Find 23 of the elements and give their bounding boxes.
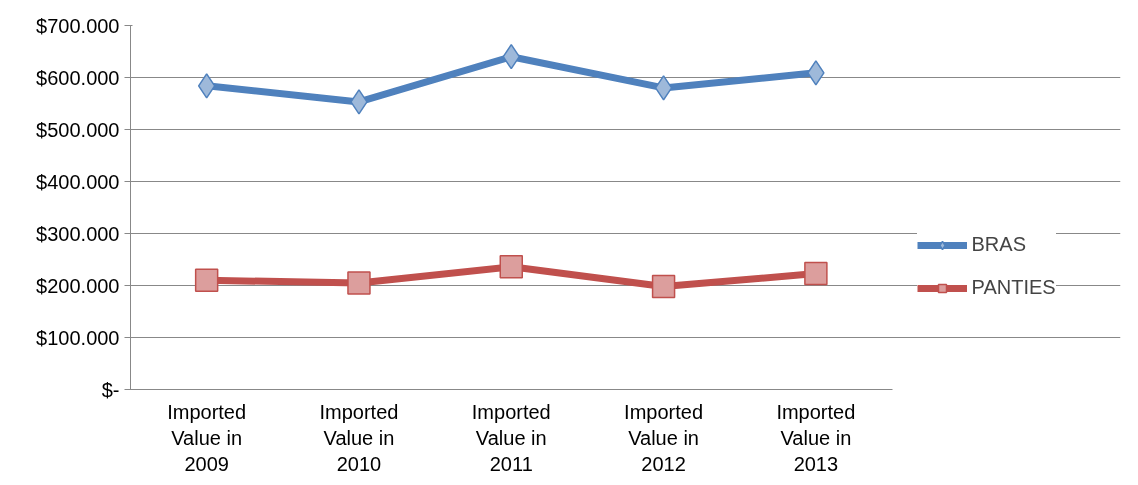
y-tick-label: $500.000: [36, 118, 120, 141]
point: [194, 268, 219, 293]
y-tick-label: $-: [101, 378, 120, 401]
point: [502, 43, 521, 70]
point: [347, 271, 371, 295]
y-tick-label: $100.000: [36, 326, 120, 349]
legend-label: PANTIES: [971, 276, 1056, 299]
y-tick-label: $700.000: [36, 14, 120, 37]
y-tick-label: $200.000: [36, 274, 120, 297]
point: [499, 255, 524, 279]
x-tick-label: Imported Value in 2013: [776, 400, 856, 476]
x-tick-label: Imported Value in 2012: [624, 400, 704, 476]
point: [654, 75, 673, 101]
x-tick-label: Imported Value in 2011: [471, 400, 551, 476]
x-tick-label: Imported Value in 2010: [319, 400, 399, 476]
y-tick-label: $300.000: [36, 222, 120, 245]
point: [651, 274, 676, 299]
legend-label: BRAS: [971, 233, 1026, 256]
point: [804, 261, 828, 286]
y-tick-label: $400.000: [36, 170, 120, 193]
point: [197, 73, 216, 99]
y-tick-label: $600.000: [36, 66, 120, 89]
x-tick-label: Imported Value in 2009: [167, 400, 247, 476]
